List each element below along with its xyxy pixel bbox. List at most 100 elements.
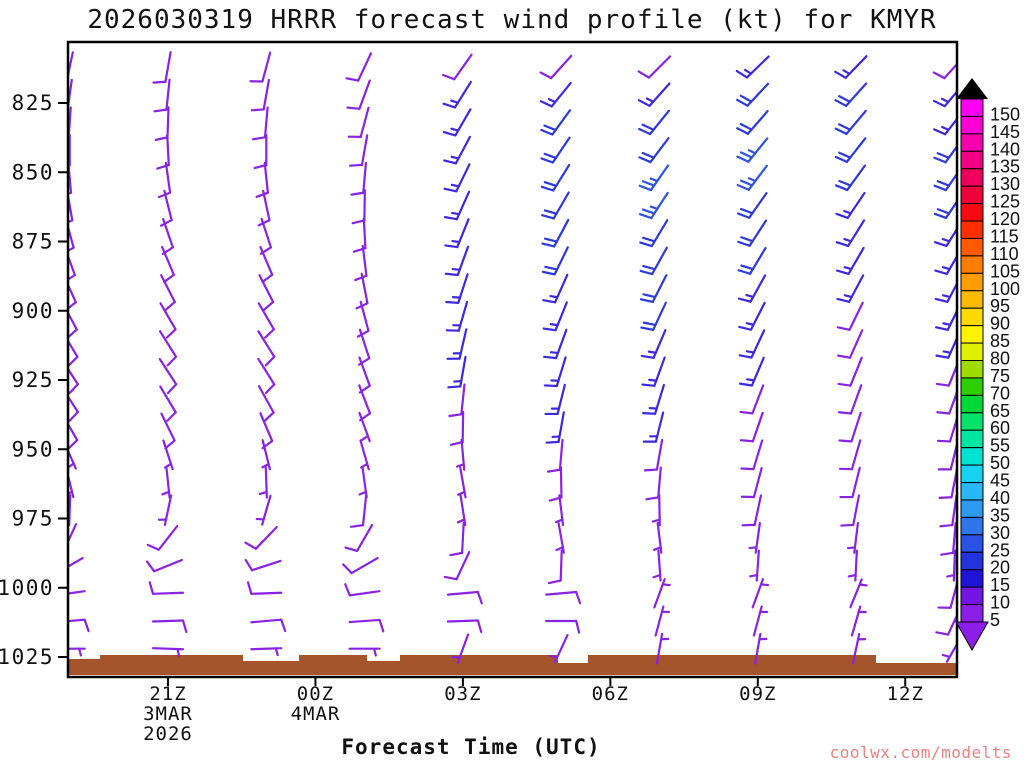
wind-barb <box>737 219 768 247</box>
barb-column-01Z <box>342 52 385 657</box>
wind-barb <box>457 466 467 499</box>
colorbar-box <box>960 255 984 274</box>
wind-barb <box>638 164 670 192</box>
wind-barb <box>68 647 86 657</box>
wind-barb <box>348 618 385 633</box>
wind-barb <box>637 82 671 107</box>
wind-barb <box>68 282 77 310</box>
wind-barb <box>638 137 670 164</box>
wind-barb <box>443 550 471 581</box>
wind-barb <box>934 308 957 331</box>
x-tick-label: 06Z <box>592 683 629 705</box>
x-tick-sublabel: 3MAR <box>143 703 193 725</box>
wind-barb <box>543 356 567 388</box>
wind-barb <box>148 581 185 595</box>
wind-barb <box>68 590 86 595</box>
wind-barb <box>934 281 957 303</box>
wind-barb <box>159 189 173 227</box>
wind-barb <box>545 590 582 605</box>
colorbar-box <box>960 115 984 135</box>
wind-barb <box>937 439 957 471</box>
wind-barb <box>748 521 761 554</box>
wind-barb <box>738 329 766 359</box>
x-tick-label: 03Z <box>444 683 481 705</box>
wind-barb <box>540 109 572 136</box>
colorbar-label: 100 <box>990 279 1020 299</box>
watermark: coolwx.com/modelts <box>829 743 1012 762</box>
colorbar-box <box>960 272 984 292</box>
barb-column-23Z <box>244 51 287 657</box>
wind-barb <box>639 246 668 276</box>
colorbar-box <box>960 412 984 431</box>
wind-barb <box>834 109 867 135</box>
wind-barb <box>151 619 188 634</box>
colorbar-box <box>960 464 984 484</box>
wind-barb <box>68 421 79 450</box>
wind-barb <box>736 109 769 135</box>
wind-barb <box>250 618 287 633</box>
wind-barb <box>443 163 471 193</box>
colorbar-label: 110 <box>990 244 1019 264</box>
wind-barb <box>546 438 564 473</box>
wind-barb <box>161 217 174 256</box>
wind-barb <box>839 466 861 499</box>
barb-column-07Z <box>637 55 672 665</box>
wind-barb <box>356 300 370 338</box>
colorbar: 1501451401351301251201151101051009590858… <box>955 78 1020 652</box>
wind-barb <box>933 226 957 248</box>
wind-barb <box>835 164 867 192</box>
wind-barb <box>738 301 766 331</box>
wind-barb <box>358 466 368 499</box>
colorbar-label: 30 <box>990 523 1010 543</box>
wind-barb <box>252 106 269 141</box>
wind-barb <box>836 301 864 331</box>
colorbar-box <box>960 237 984 257</box>
wind-barb <box>68 367 79 395</box>
wind-barb <box>446 619 483 634</box>
colorbar-box <box>960 360 984 379</box>
wind-barb <box>68 523 78 545</box>
colorbar-label: 75 <box>990 366 1010 386</box>
wind-barb <box>545 619 581 634</box>
wind-barb <box>540 136 571 164</box>
wind-barb <box>539 81 572 108</box>
wind-barb <box>933 172 957 192</box>
wind-barb <box>938 466 957 499</box>
wind-barb <box>539 54 573 80</box>
colorbar-box <box>960 482 984 501</box>
wind-barb <box>933 117 957 136</box>
colorbar-box <box>960 604 984 623</box>
wind-barb <box>739 384 765 415</box>
wind-barb <box>735 82 770 107</box>
wind-barb <box>443 190 471 221</box>
wind-barb <box>545 411 565 444</box>
barb-column-13Z <box>932 62 957 663</box>
wind-barb <box>737 246 767 275</box>
wind-barb <box>344 583 381 597</box>
wind-barb <box>446 590 483 605</box>
y-tick-label: 850 <box>12 160 54 184</box>
wind-barb <box>161 466 171 499</box>
wind-barb <box>543 328 568 360</box>
colorbar-label: 70 <box>990 383 1010 403</box>
wind-barb <box>68 448 77 470</box>
y-tick-label: 900 <box>12 299 54 323</box>
colorbar-box <box>960 394 984 414</box>
wind-barb <box>836 274 865 303</box>
wind-barb <box>940 521 957 556</box>
colorbar-label: 80 <box>990 349 1010 369</box>
wind-barb <box>640 301 667 331</box>
wind-barb <box>741 494 763 527</box>
wind-barb <box>655 632 670 665</box>
wind-barb <box>350 494 368 528</box>
wind-barb <box>249 51 272 83</box>
wind-barb <box>257 385 275 422</box>
wind-barb <box>749 549 760 582</box>
wind-barb <box>345 52 373 82</box>
wind-barb <box>554 494 565 527</box>
wind-barb <box>348 647 381 657</box>
y-tick-label: 1000 <box>0 576 54 600</box>
colorbar-box <box>960 447 984 466</box>
